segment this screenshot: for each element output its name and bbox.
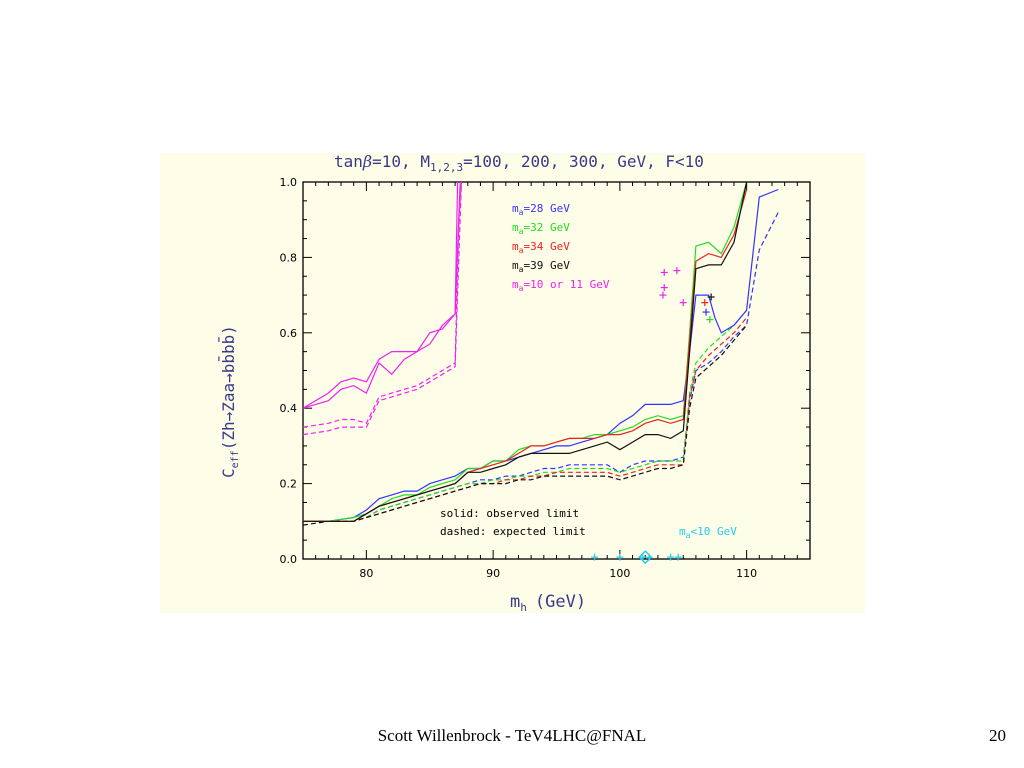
title-sub: 1,2,3 (430, 161, 463, 174)
diamond-marker (638, 550, 653, 565)
x-tick-label: 80 (359, 567, 373, 580)
series-line-dashed-10 (303, 182, 462, 428)
low-ma-m: m (679, 525, 686, 538)
legend-entry: ma=32 GeV (512, 221, 570, 236)
legend-entry: ma=10 or 11 GeV (512, 278, 610, 293)
chart-figure: tanβ=10, M1,2,3=100, 200, 300, GeV, F<10… (160, 153, 865, 613)
y-tick-label: 1.0 (280, 176, 298, 189)
plus-marker (701, 299, 709, 307)
annotation-solid: solid: observed limit (440, 507, 579, 520)
legend-entry: ma=34 GeV (512, 240, 570, 255)
plus-marker (659, 291, 667, 299)
x-tick-label: 90 (486, 567, 500, 580)
y-tick-label: 0.4 (280, 402, 298, 415)
tick-labels: 80 90 100 110 0.0 0.2 0.4 0.6 0.8 1.0 (280, 176, 758, 580)
series-line-solid-4 (303, 182, 459, 409)
annotation-dashed: dashed: expected limit (440, 525, 586, 538)
axis-ticks (302, 181, 811, 560)
x-tick-label: 100 (609, 567, 630, 580)
series-line-dashed-7 (303, 309, 748, 522)
y-tick-label: 0.6 (280, 327, 298, 340)
series-line-solid-0 (303, 188, 779, 522)
plot-frame (302, 181, 811, 560)
plus-marker (702, 308, 710, 316)
low-ma-rest: <10 GeV (690, 525, 737, 538)
plus-marker (591, 553, 599, 561)
xlabel-m: m (510, 592, 520, 612)
plus-marker (660, 284, 668, 292)
series-line-dashed-11 (303, 182, 462, 436)
y-axis-label: Ceff(Zh→Zaa→bb̄bb̄) (219, 325, 241, 478)
series-line-solid-5 (303, 182, 461, 409)
ylabel-c: C (219, 468, 238, 478)
title-part-a: tan (334, 153, 363, 171)
y-tick-label: 0.2 (280, 478, 298, 491)
low-ma-sub: a (686, 531, 691, 540)
legend: ma=28 GeV ma=32 GeV ma=34 GeV ma=39 GeV ma=1… (512, 202, 610, 293)
title-part-c: =10, M (372, 153, 430, 171)
markers-group (591, 267, 715, 565)
plus-marker (674, 553, 682, 561)
ylabel-sub: eff (230, 450, 241, 468)
plus-marker (679, 299, 687, 307)
plus-marker (667, 553, 675, 561)
legend-entry: ma=39 GeV (512, 259, 570, 274)
annotation-low-ma: ma<10 GeV (679, 525, 737, 540)
ylabel-rest: (Zh→Zaa→bb̄bb̄) (219, 325, 238, 450)
plus-marker (660, 268, 668, 276)
dashed-series-group (303, 182, 779, 526)
series-line-dashed-9 (303, 324, 748, 526)
y-tick-label: 0.0 (280, 553, 298, 566)
y-tick-label: 0.8 (280, 251, 298, 264)
plus-marker (673, 267, 681, 275)
solid-series-group (303, 182, 779, 522)
plus-marker (706, 316, 714, 324)
chart-svg: tanβ=10, M1,2,3=100, 200, 300, GeV, F<10… (219, 153, 811, 613)
title-part-e: =100, 200, 300, GeV, F<10 (463, 153, 704, 171)
plus-marker (707, 293, 715, 301)
legend-entry: ma=28 GeV (512, 202, 570, 217)
page-number: 20 (989, 726, 1006, 745)
xlabel-sub: h (520, 601, 527, 613)
x-axis-label: mh (GeV) (510, 592, 586, 613)
series-line-solid-3 (303, 182, 748, 522)
x-tick-label: 110 (736, 567, 757, 580)
title-beta: β (362, 153, 372, 171)
plus-marker (616, 553, 624, 561)
xlabel-unit: (GeV) (535, 592, 586, 612)
chart-title: tanβ=10, M1,2,3=100, 200, 300, GeV, F<10 (334, 153, 704, 174)
plus-marker (639, 553, 647, 561)
footer-author: Scott Willenbrock - TeV4LHC@FNAL (377, 726, 647, 745)
